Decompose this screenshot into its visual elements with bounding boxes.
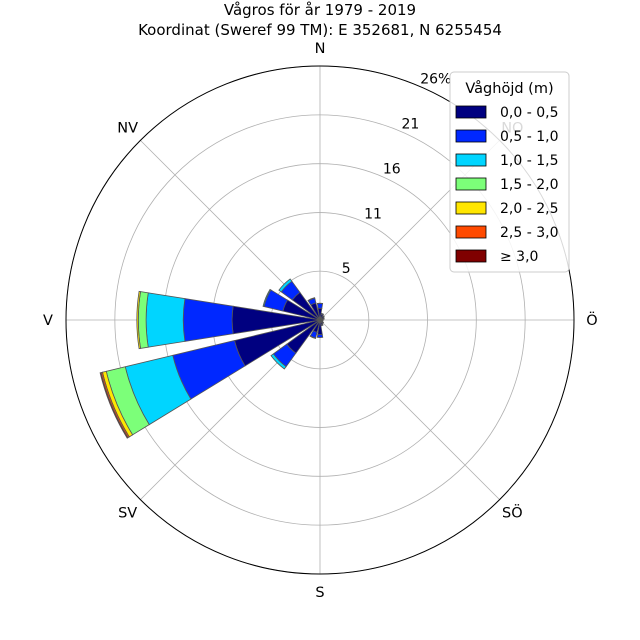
grid-spoke-3 — [319, 319, 500, 500]
compass-label-6: V — [43, 313, 53, 329]
bar-1-1 — [320, 312, 325, 316]
radial-label-3: 21 — [402, 116, 420, 132]
legend-label-3: 1,5 - 2,0 — [500, 177, 558, 193]
compass-label-7: NV — [117, 121, 138, 137]
bar-12-4 — [136, 290, 141, 350]
bar-11-6 — [99, 372, 129, 439]
legend-label-4: 2,0 - 2,5 — [500, 201, 558, 217]
radial-labels: 5 11 16 21 26% — [342, 71, 452, 277]
bar-0-1 — [316, 302, 324, 309]
legend-title: Våghöjd (m) — [465, 80, 553, 97]
legend-label-6: ≥ 3,0 — [500, 249, 538, 265]
title-block: Vågros för år 1979 - 2019 Koordinat (Swe… — [0, 0, 640, 40]
bar-layer — [99, 278, 325, 439]
bar-12-2 — [145, 292, 186, 348]
legend: Våghöjd (m) 0,0 - 0,5 0,5 - 1,0 1,0 - 1,5 1,… — [449, 71, 570, 273]
legend-frame — [449, 71, 570, 273]
bar-2-1 — [322, 315, 325, 318]
radial-label-1: 11 — [364, 207, 382, 223]
legend-swatch-2 — [455, 153, 487, 167]
compass-label-5: SV — [118, 505, 137, 521]
compass-label-4: S — [315, 585, 324, 601]
bar-10-2 — [270, 353, 287, 370]
grid-layer — [65, 65, 575, 575]
legend-swatch-5 — [455, 225, 487, 239]
legend-swatch-4 — [455, 201, 487, 215]
bar-15-2 — [307, 297, 316, 302]
compass-label-2: Ö — [586, 311, 597, 329]
compass-label-3: SÖ — [502, 503, 523, 521]
radial-label-4: 26% — [420, 71, 451, 87]
chart-title: Vågros för år 1979 - 2019 — [223, 1, 417, 19]
legend-swatch-0 — [455, 105, 487, 119]
bar-7-1 — [320, 323, 324, 327]
bar-14-2 — [278, 278, 293, 293]
legend-swatch-1 — [455, 129, 487, 143]
chart-subtitle: Koordinat (Sweref 99 TM): E 352681, N 62… — [138, 21, 502, 39]
radial-label-2: 16 — [383, 162, 401, 178]
legend-label-0: 0,0 - 0,5 — [500, 105, 558, 121]
bar-8-1 — [316, 334, 324, 338]
bar-3-1 — [322, 317, 325, 320]
polar-frame — [65, 65, 575, 575]
radial-label-0: 5 — [342, 261, 351, 277]
legend-label-2: 1,0 - 1,5 — [500, 153, 558, 169]
legend-swatch-3 — [455, 177, 487, 191]
legend-swatch-6 — [455, 249, 487, 263]
compass-label-0: N — [315, 41, 326, 57]
legend-label-1: 0,5 - 1,0 — [500, 129, 558, 145]
bar-12-1 — [182, 298, 234, 342]
legend-label-5: 2,5 - 3,0 — [500, 225, 558, 241]
bar-13-2 — [262, 288, 272, 308]
bar-9-2 — [309, 335, 317, 340]
